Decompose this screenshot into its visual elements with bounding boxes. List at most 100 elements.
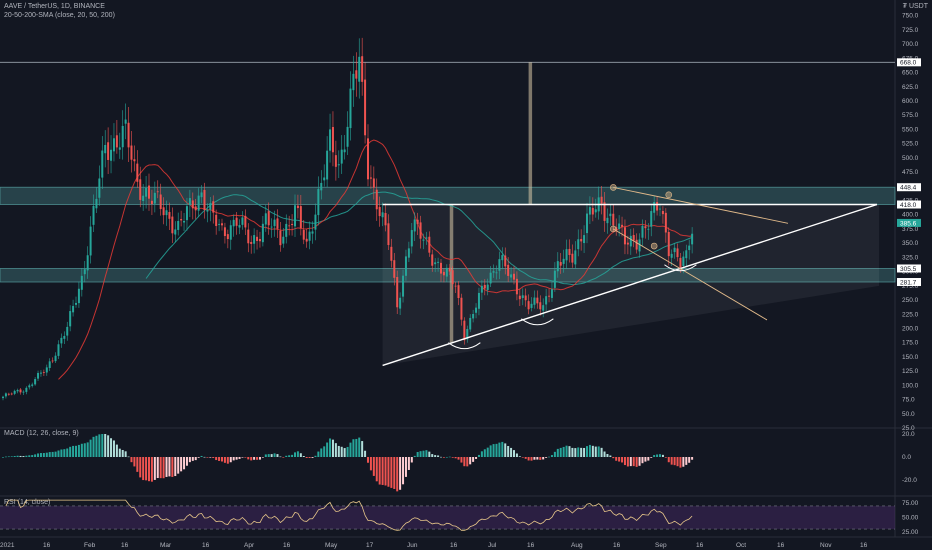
macd-bar xyxy=(553,451,556,457)
macd-bar xyxy=(477,454,480,457)
macd-bar xyxy=(413,455,416,457)
candle-body xyxy=(2,396,4,399)
macd-bar xyxy=(364,450,367,457)
macd-bar xyxy=(431,454,434,457)
macd-bar xyxy=(629,457,632,467)
macd-bar xyxy=(623,457,626,466)
macd-bar xyxy=(679,457,682,468)
candle-body xyxy=(308,231,311,241)
candle-body xyxy=(641,225,644,238)
macd-bar xyxy=(626,457,629,467)
macd-bar xyxy=(396,457,399,492)
candle-body xyxy=(256,236,259,241)
macd-bar xyxy=(530,457,533,461)
macd-bar xyxy=(548,456,551,458)
candle-body xyxy=(349,88,352,129)
macd-bar xyxy=(25,455,28,457)
macd-bar xyxy=(270,454,273,457)
price-tick-label: 625.0 xyxy=(902,84,919,91)
candle-body xyxy=(466,328,469,340)
macd-bar xyxy=(127,456,130,458)
macd-bar xyxy=(340,446,343,457)
candle-body xyxy=(19,389,22,393)
candle-body xyxy=(656,202,659,211)
candle-body xyxy=(600,196,603,204)
macd-bar xyxy=(48,452,51,457)
candle-body xyxy=(218,223,221,225)
candle-body xyxy=(583,235,586,244)
candle-body xyxy=(185,206,188,221)
candle-body xyxy=(515,278,518,295)
candle-body xyxy=(521,295,524,298)
macd-tick-label: 0.0 xyxy=(902,454,911,461)
candle-body xyxy=(495,272,498,274)
candle-body xyxy=(492,271,495,273)
candle-body xyxy=(556,261,559,272)
macd-bar xyxy=(381,457,384,485)
candle-body xyxy=(518,295,521,300)
macd-bar xyxy=(174,457,177,477)
time-tick-label: 16 xyxy=(613,542,621,549)
candle-body xyxy=(162,207,165,216)
price-tag-label: 418.0 xyxy=(900,202,917,209)
macd-bar xyxy=(504,443,507,457)
macd-histogram xyxy=(2,434,694,492)
price-tick-label: 100.0 xyxy=(902,382,919,389)
macd-legend: MACD (12, 26, close, 9) xyxy=(4,430,79,437)
candle-body xyxy=(562,258,565,264)
macd-bar xyxy=(288,455,291,457)
candle-body xyxy=(291,223,294,226)
macd-bar xyxy=(676,457,679,467)
candle-body xyxy=(393,260,396,278)
macd-bar xyxy=(311,457,314,458)
candle-body xyxy=(422,239,425,241)
macd-bar xyxy=(229,457,232,463)
macd-bar xyxy=(110,438,113,457)
candle-body xyxy=(191,200,194,209)
currency-label: ₮ USDT xyxy=(902,3,928,10)
macd-bar xyxy=(524,457,527,459)
candle-body xyxy=(77,288,80,304)
candle-body xyxy=(200,192,203,198)
candle-body xyxy=(60,337,63,344)
candle-body xyxy=(442,271,445,276)
pivot-point xyxy=(650,242,658,250)
candle-body xyxy=(407,248,410,258)
macd-bar xyxy=(247,457,250,460)
macd-bar xyxy=(454,457,457,459)
macd-bar xyxy=(615,457,618,461)
macd-bar xyxy=(31,455,34,457)
candle-body xyxy=(375,189,378,210)
macd-bar xyxy=(527,457,530,461)
macd-bar xyxy=(402,457,405,485)
candle-body xyxy=(513,273,515,280)
macd-bar xyxy=(188,457,191,463)
macd-bar xyxy=(115,444,118,457)
candle-body xyxy=(22,391,25,393)
macd-bar xyxy=(574,448,577,457)
time-tick-label: Sep xyxy=(655,542,667,549)
candle-body xyxy=(296,205,299,209)
macd-bar xyxy=(51,451,54,457)
candle-body xyxy=(682,256,685,266)
macd-bar xyxy=(656,454,659,457)
candle-body xyxy=(404,256,407,276)
candle-body xyxy=(539,302,542,310)
macd-bar xyxy=(440,456,442,458)
macd-bar xyxy=(45,452,48,457)
macd-bar xyxy=(492,444,495,457)
macd-bar xyxy=(635,457,638,467)
candle-body xyxy=(276,218,279,229)
macd-bar xyxy=(419,451,422,457)
macd-bar xyxy=(165,457,168,477)
price-tick-label: 600.0 xyxy=(902,98,919,105)
macd-bar xyxy=(513,450,515,457)
macd-bar xyxy=(317,451,320,457)
macd-bar xyxy=(355,438,358,457)
price-tag-label: 448.4 xyxy=(900,185,917,192)
macd-bar xyxy=(343,448,346,457)
candle-body xyxy=(679,257,682,268)
price-tag-label: 281.7 xyxy=(900,279,917,286)
candle-body xyxy=(206,209,209,212)
